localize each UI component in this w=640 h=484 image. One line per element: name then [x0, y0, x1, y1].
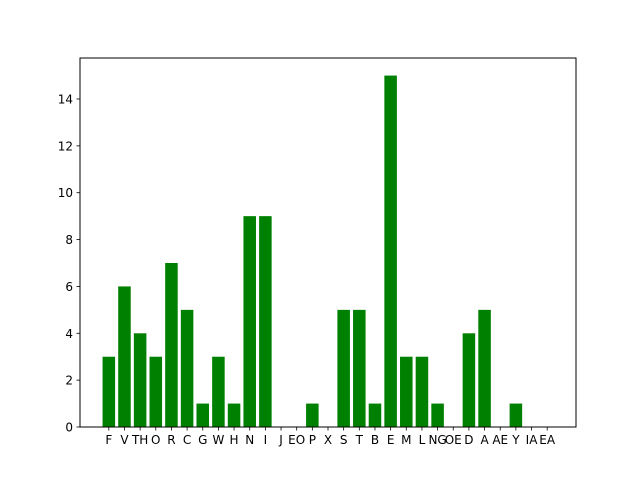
x-tick-label-g: G [198, 433, 207, 447]
x-tick-label-x: X [324, 433, 332, 447]
bar-r [165, 263, 178, 427]
bar-th [133, 333, 147, 427]
y-tick-label-8: 8 [65, 233, 73, 247]
x-tick-label-j: J [278, 433, 283, 447]
plot-frame [79, 57, 577, 428]
x-tick-label-e: E [387, 433, 395, 447]
x-tick-label-h: H [230, 433, 239, 447]
x-tick-label-n: N [245, 433, 254, 447]
bar-t [353, 309, 366, 427]
x-tick-label-ae: AE [492, 433, 508, 447]
x-tick-label-oe: OE [445, 433, 462, 447]
bar-w [212, 356, 225, 427]
x-tick-label-t: T [355, 433, 364, 447]
x-tick-label-l: L [419, 433, 426, 447]
bar-a [478, 309, 491, 427]
bar-p [306, 403, 319, 427]
x-tick-label-eo: EO [288, 433, 305, 447]
x-tick-label-o: O [151, 433, 160, 447]
x-tick-label-a: A [480, 433, 489, 447]
x-tick-label-ea: EA [539, 433, 556, 447]
bar-v [118, 286, 131, 427]
y-tick-label-10: 10 [58, 186, 73, 200]
x-tick-label-p: P [309, 433, 316, 447]
y-tick-label-0: 0 [65, 421, 73, 435]
x-tick-label-v: V [120, 433, 129, 447]
x-tick-label-i: I [264, 433, 268, 447]
x-tick-label-w: W [212, 433, 224, 447]
bar-i [259, 216, 272, 427]
bar-o [149, 356, 163, 427]
x-tick-label-f: F [105, 433, 112, 447]
y-tick-label-6: 6 [65, 280, 73, 294]
y-tick-label-4: 4 [65, 327, 73, 341]
x-tick-label-ng: NG [428, 433, 446, 447]
x-tick-label-d: D [464, 433, 473, 447]
bar-b [368, 403, 382, 427]
bar-c [180, 309, 194, 427]
bar-s [337, 309, 350, 427]
bar-g [196, 403, 210, 427]
x-tick-label-s: S [340, 433, 348, 447]
bars-layer [102, 75, 523, 427]
y-axis-ticks: 0 2 4 6 8 10 12 14 [58, 93, 80, 435]
bar-h [227, 403, 241, 427]
bar-m [400, 356, 413, 427]
x-tick-label-m: M [401, 433, 411, 447]
bar-y [509, 403, 523, 427]
bar-f [102, 356, 116, 427]
x-tick-label-b: B [371, 433, 379, 447]
x-tick-label-r: R [167, 433, 175, 447]
y-tick-label-12: 12 [58, 139, 73, 153]
x-tick-label-c: C [183, 433, 191, 447]
x-tick-label-y: Y [511, 433, 520, 447]
x-tick-label-th: TH [131, 433, 148, 447]
bar-d [462, 333, 476, 427]
bar-ng [431, 403, 444, 427]
bar-l [415, 356, 429, 427]
bar-e [384, 75, 397, 427]
bar-n [243, 216, 256, 427]
x-tick-label-ia: IA [526, 433, 539, 447]
y-tick-label-14: 14 [58, 93, 73, 107]
y-tick-label-2: 2 [65, 374, 73, 388]
